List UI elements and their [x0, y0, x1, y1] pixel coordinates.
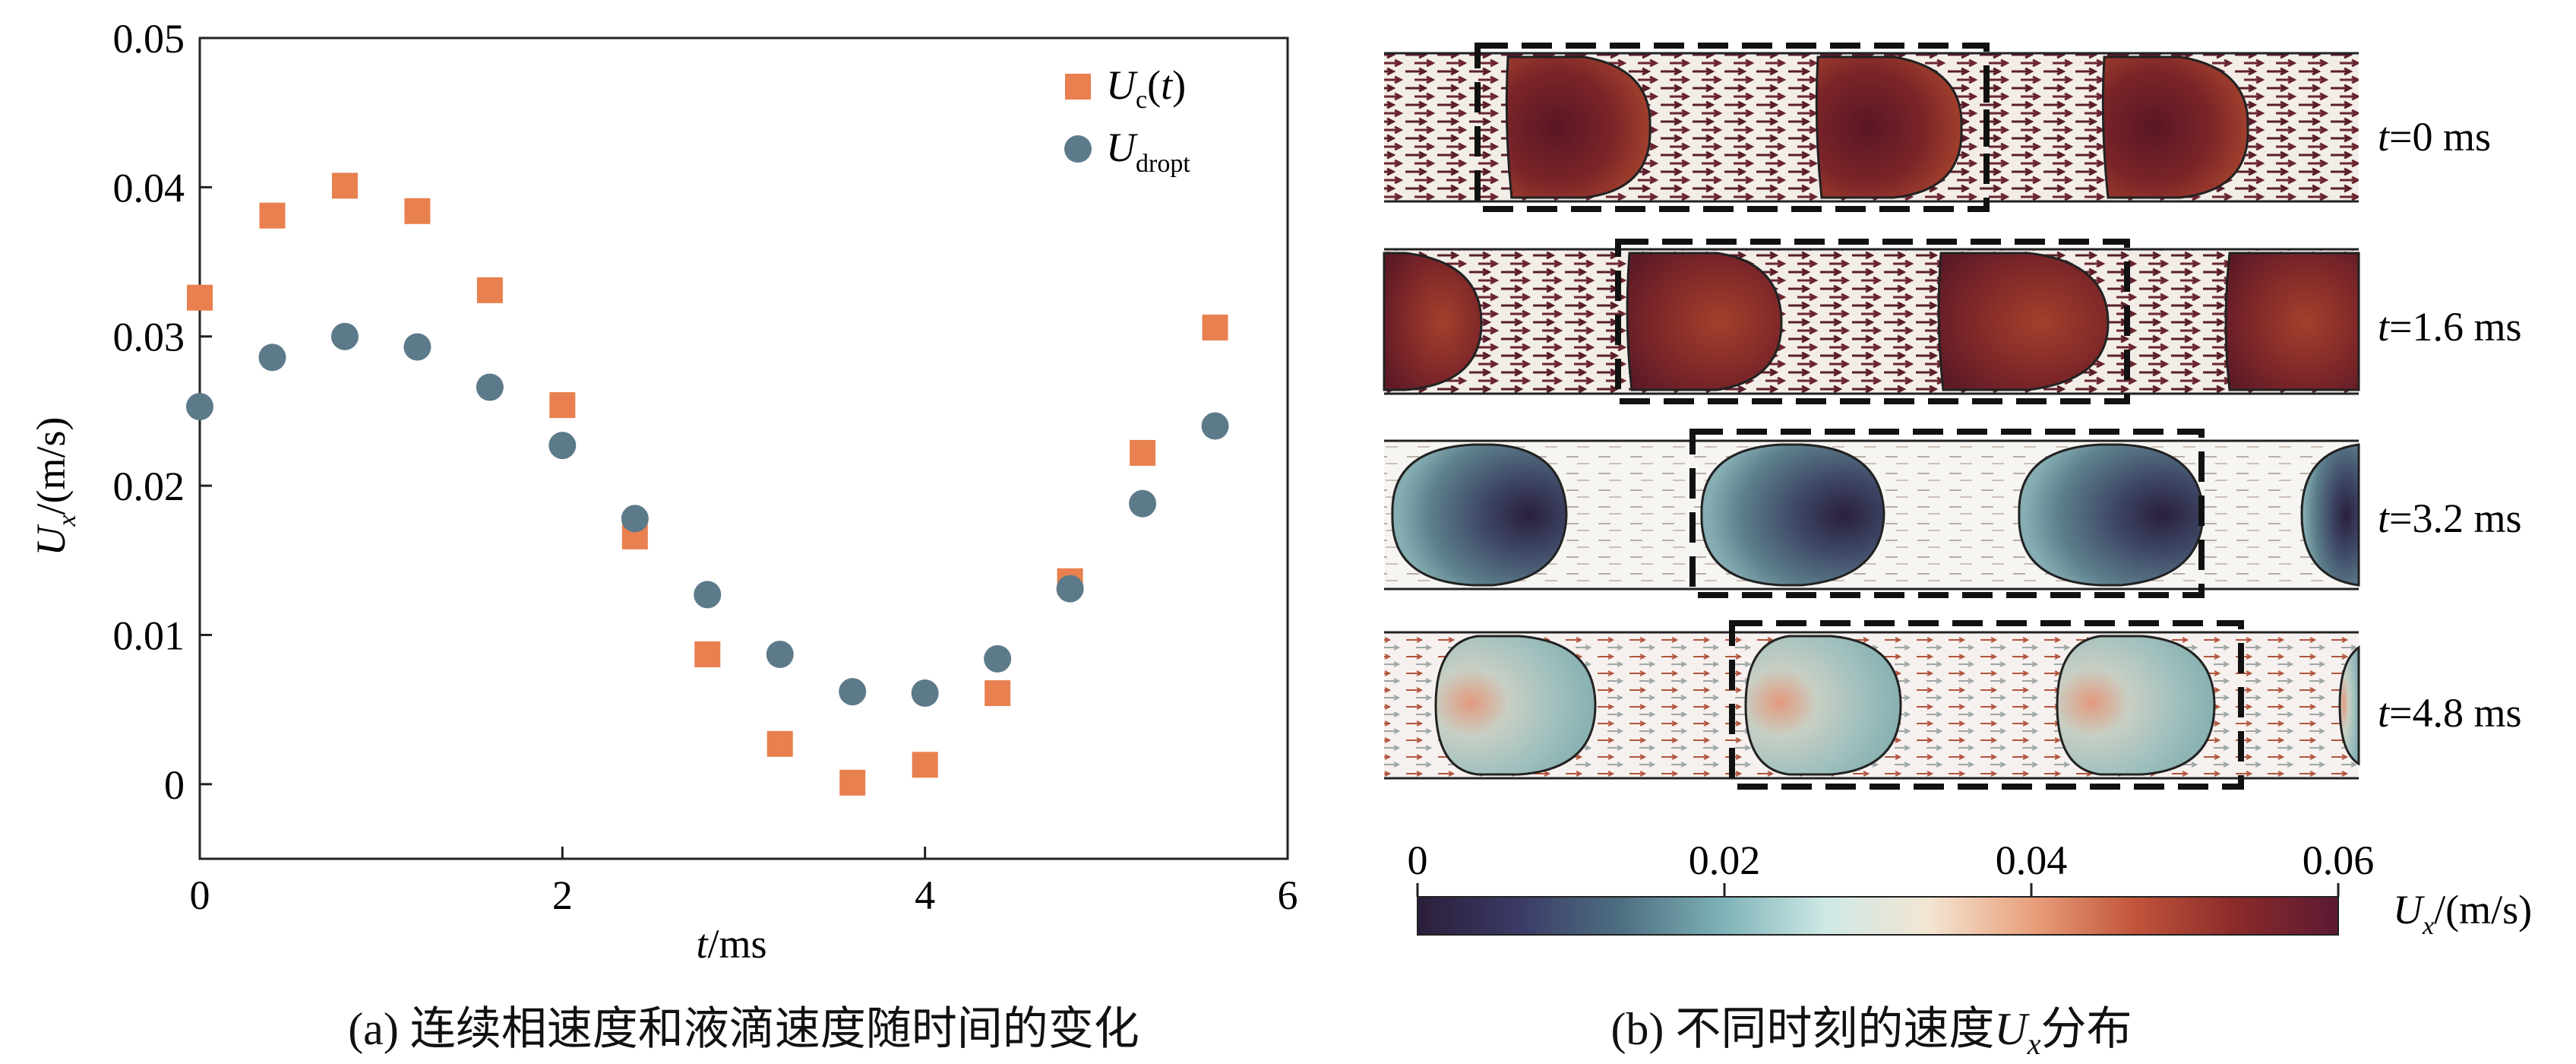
- x-axis: 0 2 4 6: [190, 847, 1298, 918]
- data-point-udropt: [621, 505, 649, 533]
- colorbar-tick-label: 0.04: [1996, 838, 2068, 883]
- y-axis-title: Ux/(m/s): [28, 416, 81, 556]
- data-point-uc: [766, 730, 793, 757]
- droplet: [1391, 443, 1568, 587]
- droplet: [1700, 443, 1885, 587]
- data-point-udropt: [258, 344, 286, 372]
- legend: Uc(t) Udropt: [1064, 62, 1190, 178]
- colorbar-tick-label: 0: [1408, 838, 1428, 883]
- legend-marker-uc: [1065, 74, 1091, 100]
- data-point-uc: [912, 752, 938, 778]
- data-point-udropt: [403, 333, 431, 361]
- data-point-uc: [1130, 439, 1156, 466]
- data-point-udropt: [839, 678, 867, 706]
- colorbar-tick-label: 0.02: [1689, 838, 1761, 883]
- data-point-udropt: [1129, 489, 1157, 518]
- panel-t2: t=3.2 ms: [1384, 429, 2522, 598]
- panel-time-label: t=4.8 ms: [2378, 690, 2522, 736]
- caption-right: (b) 不同时刻的速度Ux分布: [1384, 992, 2359, 1062]
- dashed-window: [1615, 239, 2130, 404]
- colorbar: 0 0.02 0.04 0.06 Ux/(m/s): [1408, 838, 2533, 940]
- colorbar-label: Ux/(m/s): [2393, 887, 2532, 940]
- data-point-udropt: [694, 581, 722, 609]
- droplet: [1626, 252, 1783, 391]
- data-point-uc: [331, 173, 358, 199]
- data-point-uc: [549, 392, 576, 419]
- data-point-udropt: [548, 432, 577, 460]
- data-point-uc: [839, 769, 866, 796]
- panel-t1: t=1.6 ms: [1383, 239, 2522, 404]
- x-tick-label: 0: [190, 872, 210, 918]
- data-point-udropt: [1056, 575, 1084, 603]
- droplet: [1937, 252, 2110, 391]
- legend-marker-udropt: [1064, 135, 1092, 163]
- data-point-udropt: [766, 640, 794, 668]
- left-chart: 0 0.01 0.02 0.03 0.04 0.05 0 2 4 6 Ux/(m/s) t/ms…: [28, 16, 1298, 967]
- data-point-uc: [1202, 314, 1228, 340]
- data-point-udropt: [984, 644, 1012, 673]
- droplet: [1505, 55, 1651, 199]
- x-tick-label: 4: [915, 872, 935, 918]
- droplet: [2101, 55, 2249, 199]
- colorbar-tick-label: 0.06: [2303, 838, 2375, 883]
- data-point-udropt: [330, 322, 359, 350]
- data-point-uc: [259, 202, 286, 229]
- y-tick-label: 0: [164, 762, 185, 808]
- panel-time-label: t=1.6 ms: [2378, 304, 2522, 350]
- data-point-udropt: [476, 373, 504, 401]
- dashed-window: [1729, 620, 2244, 790]
- data-point-uc: [476, 277, 503, 303]
- right-velocity-panels: t=0 ms t=1.6 ms t=3.2 ms: [1383, 43, 2533, 940]
- x-axis-title: t/ms: [696, 921, 766, 967]
- droplet: [1744, 635, 1902, 776]
- data-point-uc: [404, 198, 431, 224]
- data-point-uc: [985, 680, 1011, 707]
- dashed-window: [1689, 429, 2205, 598]
- droplet: [2224, 252, 2360, 391]
- colorbar-gradient: [1417, 896, 2339, 936]
- y-tick-label: 0.04: [113, 165, 185, 211]
- plot-frame: [198, 36, 1289, 860]
- y-tick-label: 0.05: [113, 16, 185, 62]
- y-tick-label: 0.03: [113, 315, 185, 360]
- droplet: [2056, 635, 2216, 776]
- panel-t0: t=0 ms: [1384, 43, 2491, 212]
- droplet: [1434, 635, 1597, 776]
- legend-label-uc: Uc(t): [1106, 62, 1186, 114]
- droplet: [1383, 252, 1483, 391]
- caption-left: (a) 连续相速度和液滴速度随时间的变化: [348, 1004, 1139, 1054]
- data-point-udropt: [186, 393, 213, 421]
- x-tick-label: 2: [552, 872, 573, 918]
- panel-t3: t=4.8 ms: [1384, 620, 2522, 790]
- droplet: [2300, 443, 2360, 587]
- series-points: [186, 173, 1229, 796]
- panel-time-label: t=3.2 ms: [2378, 496, 2522, 541]
- colorbar-ticks: 0 0.02 0.04 0.06: [1408, 838, 2375, 897]
- y-tick-label: 0.01: [113, 613, 185, 658]
- data-point-udropt: [911, 679, 939, 708]
- droplet: [1815, 55, 1963, 199]
- data-point-uc: [694, 641, 721, 667]
- data-point-uc: [187, 284, 213, 311]
- panel-time-label: t=0 ms: [2378, 114, 2491, 160]
- caption-right-text: (b) 不同时刻的速度Ux分布: [1610, 1004, 2132, 1061]
- droplet: [2018, 443, 2205, 587]
- data-point-udropt: [1201, 412, 1229, 440]
- y-axis: 0 0.01 0.02 0.03 0.04 0.05: [113, 16, 212, 808]
- x-tick-label: 6: [1278, 872, 1298, 918]
- y-tick-label: 0.02: [113, 464, 185, 509]
- legend-label-udropt: Udropt: [1106, 125, 1190, 178]
- droplet: [2338, 645, 2360, 766]
